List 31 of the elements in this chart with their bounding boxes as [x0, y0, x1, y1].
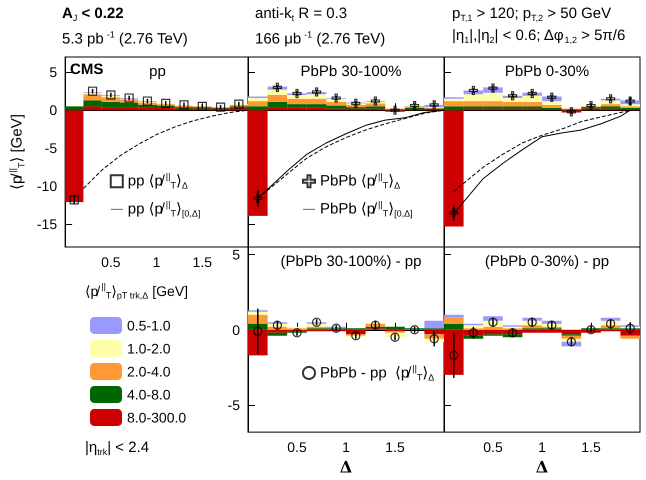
- x-tick-label: 1: [152, 254, 161, 270]
- x-tick-label: 1: [538, 439, 546, 456]
- x-tick-label: 1.5: [385, 439, 405, 456]
- y-tick-label: -5: [228, 397, 240, 414]
- chart-title: PbPb 0-30%: [504, 63, 590, 80]
- legend-label: 1.0-2.0: [127, 340, 171, 356]
- y-tick-label: -15: [36, 216, 58, 232]
- x-axis-title: Δ: [536, 458, 548, 476]
- legend-label: 8.0-300.0: [127, 410, 186, 426]
- y-tick-label: 0: [49, 102, 58, 118]
- y-axis-title: ⟨p̸||T⟩ [GeV]: [8, 114, 26, 190]
- annotation: CMS: [70, 61, 104, 78]
- y-tick-label: 5: [232, 246, 240, 263]
- x-axis-title: Δ: [340, 458, 352, 476]
- x-tick-label: 0.5: [101, 254, 121, 270]
- x-tick-label: 0.5: [483, 439, 503, 456]
- y-tick-label: -10: [36, 178, 58, 194]
- x-tick-label: 1.5: [581, 439, 601, 456]
- legend-label: 0.5-1.0: [127, 318, 171, 334]
- x-tick-label: 1.5: [192, 254, 212, 270]
- chart-title: (PbPb 30-100%) - pp: [280, 253, 422, 270]
- legend-label: 2.0-4.0: [127, 364, 171, 380]
- legend-label: 4.0-8.0: [127, 386, 171, 402]
- chart-title: (PbPb 0-30%) - pp: [484, 253, 610, 270]
- x-tick-label: 1: [342, 439, 350, 456]
- y-tick-label: -5: [44, 140, 58, 156]
- chart-title: pp: [149, 63, 166, 80]
- chart-title: PbPb 30-100%: [300, 63, 402, 80]
- x-tick-label: 0.5: [287, 439, 307, 456]
- y-tick-label: 0: [232, 322, 240, 338]
- y-tick-label: 5: [49, 64, 58, 80]
